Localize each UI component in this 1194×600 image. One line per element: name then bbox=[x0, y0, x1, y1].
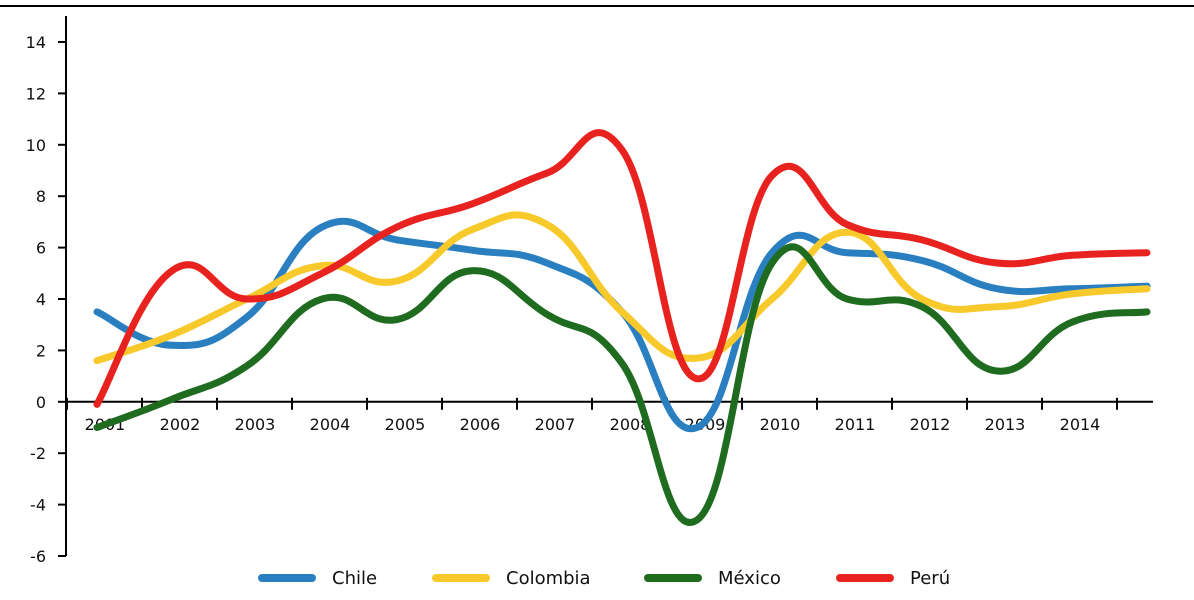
legend-label: Colombia bbox=[506, 568, 591, 589]
series-line-mexico bbox=[93, 243, 1151, 526]
y-tick-label: 2 bbox=[36, 341, 46, 360]
x-tick-label: 2005 bbox=[385, 415, 426, 434]
legend-label: Perú bbox=[910, 568, 950, 589]
series-line-peru bbox=[93, 129, 1151, 408]
x-tick-label: 2010 bbox=[760, 415, 801, 434]
y-tick-label: 8 bbox=[36, 187, 46, 206]
series-line-chile bbox=[93, 217, 1151, 433]
legend-item: Chile bbox=[258, 568, 377, 589]
y-tick-label: 10 bbox=[26, 136, 46, 155]
legend-item: México bbox=[644, 568, 781, 589]
legend-item: Perú bbox=[836, 568, 950, 589]
y-tick-label: -4 bbox=[30, 496, 46, 515]
y-tick-label: 4 bbox=[36, 290, 46, 309]
legend-item: Colombia bbox=[432, 568, 591, 589]
x-tick-label: 2004 bbox=[310, 415, 351, 434]
x-tick-label: 2008 bbox=[610, 415, 651, 434]
x-tick-label: 2012 bbox=[910, 415, 951, 434]
x-tick-label: 2007 bbox=[535, 415, 576, 434]
legend: Chile Colombia México Perú bbox=[258, 568, 950, 589]
y-tick-label: 6 bbox=[36, 239, 46, 258]
x-tick-label: 2011 bbox=[835, 415, 876, 434]
legend-label: México bbox=[718, 568, 781, 589]
y-tick-label: 0 bbox=[36, 393, 46, 412]
y-tick-label: 14 bbox=[26, 33, 46, 52]
x-tick-label: 2014 bbox=[1060, 415, 1101, 434]
series-layer bbox=[93, 129, 1151, 526]
x-tick-label: 2013 bbox=[985, 415, 1026, 434]
y-tick-label: -6 bbox=[30, 547, 46, 566]
y-tick-label: 12 bbox=[26, 84, 46, 103]
x-tick-label: 2003 bbox=[235, 415, 276, 434]
x-tick-label: 2002 bbox=[160, 415, 201, 434]
series-line-colombia bbox=[93, 211, 1151, 365]
legend-label: Chile bbox=[332, 568, 377, 589]
y-tick-label: -2 bbox=[30, 444, 46, 463]
x-tick-label: 2006 bbox=[460, 415, 501, 434]
